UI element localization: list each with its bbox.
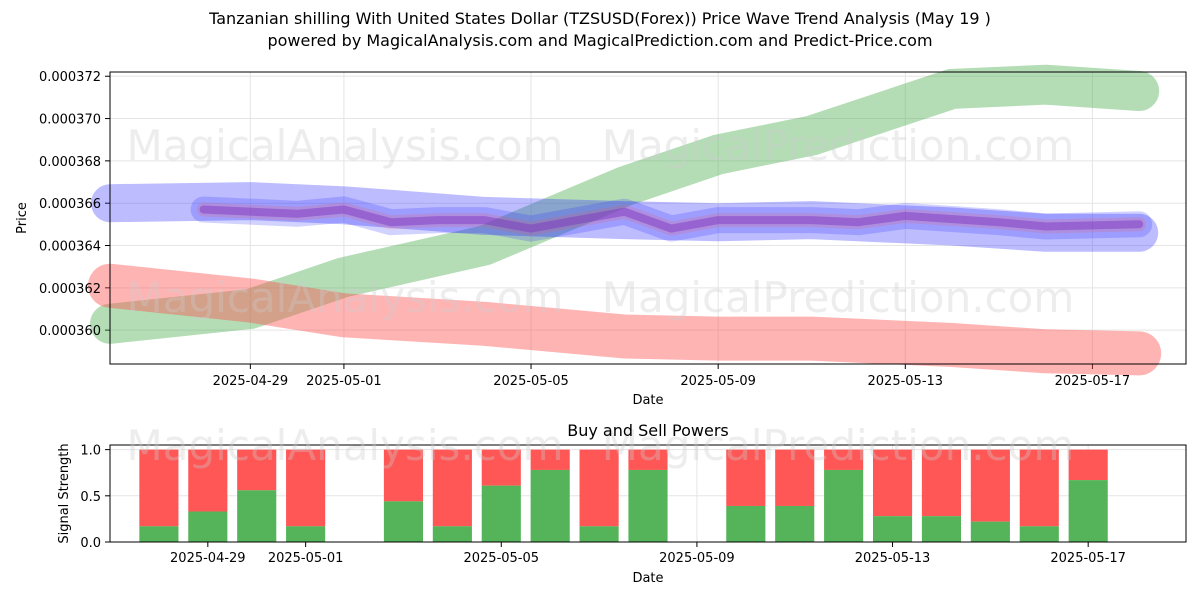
sell-power-bar xyxy=(726,449,766,506)
sell-power-bar xyxy=(530,449,570,470)
x-tick-label: 2025-05-13 xyxy=(868,374,944,389)
buy-power-bar xyxy=(1019,526,1059,542)
watermark-text: MagicalAnalysis.com xyxy=(127,273,564,322)
sell-power-bar xyxy=(432,449,472,527)
watermark-text: MagicalAnalysis.com xyxy=(127,421,564,470)
price-plot-frame xyxy=(109,71,1187,365)
y-axis-label: Signal Strength xyxy=(57,443,72,543)
price-wave-outer xyxy=(190,196,1153,242)
x-tick-label: 2025-05-17 xyxy=(1050,551,1126,566)
buy-power-bar xyxy=(432,526,472,542)
buy-power-bar xyxy=(286,526,326,542)
sell-power-bar xyxy=(579,449,619,527)
buy-power-bar xyxy=(726,505,766,542)
buy-power-bar xyxy=(970,521,1010,542)
x-tick-label: 2025-05-01 xyxy=(268,551,344,566)
power-plot-frame xyxy=(109,444,1187,543)
wave-band-green xyxy=(90,64,1160,344)
sell-power-bar xyxy=(383,449,424,502)
chart-subtitle: powered by MagicalAnalysis.com and Magic… xyxy=(267,31,933,50)
wave-band-red xyxy=(88,263,1162,376)
y-tick-label: 0.0 xyxy=(80,536,101,551)
power-chart-title: Buy and Sell Powers xyxy=(567,421,729,440)
buy-power-bar xyxy=(481,485,521,542)
buy-power-bar xyxy=(139,526,179,542)
x-tick-label: 2025-05-05 xyxy=(493,374,569,389)
buy-power-bar xyxy=(383,501,424,542)
y-tick-label: 0.000360 xyxy=(39,324,101,339)
y-axis-label: Price xyxy=(15,202,30,234)
x-tick-label: 2025-05-01 xyxy=(306,374,382,389)
y-tick-label: 1.0 xyxy=(80,444,101,459)
price-plot xyxy=(88,64,1187,376)
sell-power-bar xyxy=(872,449,913,517)
chart-title: Tanzanian shilling With United States Do… xyxy=(209,9,991,28)
x-tick-label: 2025-04-29 xyxy=(170,551,246,566)
sell-power-bar xyxy=(139,449,179,527)
sell-power-bar xyxy=(628,449,668,470)
sell-power-bar xyxy=(188,449,228,512)
x-tick-label: 2025-05-13 xyxy=(855,551,931,566)
y-tick-label: 0.000370 xyxy=(39,113,101,128)
watermark-text: MagicalPrediction.com xyxy=(602,121,1075,170)
price-wave-line xyxy=(199,205,1144,233)
buy-power-bar xyxy=(824,469,864,542)
y-tick-label: 0.000366 xyxy=(39,197,101,212)
x-tick-label: 2025-05-05 xyxy=(463,551,539,566)
y-tick-label: 0.000362 xyxy=(39,282,101,297)
y-tick-label: 0.000372 xyxy=(39,70,101,85)
buy-power-bar xyxy=(1068,480,1108,542)
buy-power-bar xyxy=(872,516,913,542)
sell-power-bar xyxy=(775,449,815,506)
sell-power-bar xyxy=(1068,449,1108,481)
sell-power-bar xyxy=(921,449,962,517)
sell-power-bar xyxy=(1019,449,1059,527)
buy-power-bar xyxy=(237,490,277,542)
sell-power-bar xyxy=(286,449,326,527)
price-wave-middle xyxy=(196,202,1147,236)
watermark-text: MagicalPrediction.com xyxy=(602,273,1075,322)
buy-power-bar xyxy=(579,526,619,542)
x-tick-label: 2025-05-17 xyxy=(1055,374,1131,389)
sell-power-bar xyxy=(970,449,1010,522)
y-tick-label: 0.000364 xyxy=(39,240,101,255)
x-tick-label: 2025-05-09 xyxy=(659,551,735,566)
buy-power-bar xyxy=(628,469,668,542)
price-plot-background xyxy=(110,72,1186,364)
x-tick-label: 2025-04-29 xyxy=(213,374,289,389)
y-tick-label: 0.000368 xyxy=(39,155,101,170)
y-tick-label: 0.5 xyxy=(80,490,101,505)
sell-power-bar xyxy=(237,449,277,491)
buy-power-bar xyxy=(921,516,962,542)
wave-band-blue xyxy=(91,182,1159,252)
watermark-text: MagicalAnalysis.com xyxy=(127,121,564,170)
x-tick-label: 2025-05-09 xyxy=(680,374,756,389)
sell-power-bar xyxy=(824,449,864,470)
buy-power-bar xyxy=(530,469,570,542)
x-axis-label: Date xyxy=(632,571,663,586)
power-plot xyxy=(105,444,1187,547)
watermark-text: MagicalPrediction.com xyxy=(602,421,1075,470)
x-axis-label: Date xyxy=(632,393,663,408)
sell-power-bar xyxy=(481,449,521,486)
buy-power-bar xyxy=(188,511,228,542)
buy-power-bar xyxy=(775,505,815,542)
